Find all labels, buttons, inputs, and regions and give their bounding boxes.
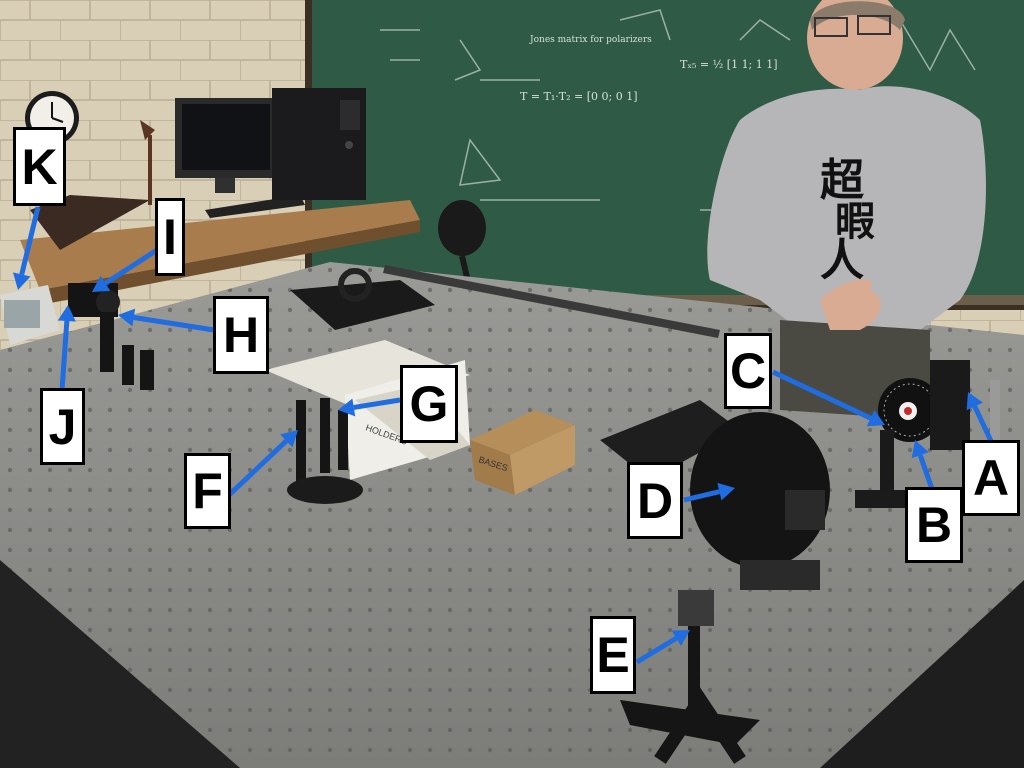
arrow-b-head [911, 440, 929, 459]
arrow-k-shaft [19, 206, 41, 276]
label-b: B [905, 487, 963, 563]
arrow-i-head [92, 275, 111, 292]
label-c: C [724, 333, 772, 409]
shirt-character-1: 超 [820, 155, 865, 206]
label-k: K [13, 127, 66, 206]
arrow-f-head [280, 430, 298, 448]
arrow-a-shaft [972, 405, 994, 443]
arrow-d-shaft [683, 489, 720, 503]
label-d: D [627, 462, 683, 539]
arrow-b-shaft [917, 454, 935, 490]
lens-mount [620, 590, 760, 764]
shirt-character-2: 暇 [835, 198, 875, 245]
label-a: A [962, 440, 1020, 516]
label-j: J [40, 388, 85, 465]
arrow-e-shaft [635, 636, 678, 665]
shirt-character-3: 人 [820, 235, 864, 286]
desk-lamp [140, 120, 155, 205]
arrow-i-shaft [104, 247, 159, 286]
translation-stage [600, 400, 740, 480]
chalkboard-text-3: Tₓ₅ = ½ [1 1; 1 1] [680, 58, 778, 71]
photodetector-disk [690, 412, 830, 590]
arrow-c-shaft [771, 369, 872, 421]
arrow-g-shaft [353, 397, 401, 410]
arrow-k-head [12, 272, 31, 290]
arrow-e-head [671, 630, 690, 646]
arrow-j-shaft [59, 320, 70, 391]
computer-monitor [175, 98, 305, 218]
label-h: H [213, 296, 269, 374]
arrow-f-shaft [227, 439, 289, 497]
rotation-stage [855, 360, 1000, 508]
headphones-box [290, 268, 435, 330]
annotation-arrows [12, 206, 994, 665]
arrow-h-shaft [133, 315, 215, 333]
label-f: F [184, 453, 231, 529]
chalkboard-text-2: T = T₁·T₂ = [0 0; 0 1] [520, 90, 638, 103]
label-g: G [400, 365, 458, 443]
laser-assembly [68, 283, 154, 390]
arrow-h-head [118, 308, 136, 327]
oscilloscope [0, 285, 60, 345]
arrow-d-head [717, 482, 735, 501]
arrow-c-head [866, 410, 885, 427]
chalkboard-text-1: Jones matrix for polarizers [529, 35, 652, 45]
polarizer-mount [287, 398, 363, 504]
computer-tower [272, 88, 366, 200]
label-e: E [590, 616, 636, 694]
label-i: I [155, 198, 185, 276]
arrow-g-head [338, 398, 356, 417]
power-strip [383, 265, 720, 338]
desk [20, 195, 420, 305]
arrow-j-head [57, 305, 76, 322]
arrow-a-head [966, 392, 983, 411]
